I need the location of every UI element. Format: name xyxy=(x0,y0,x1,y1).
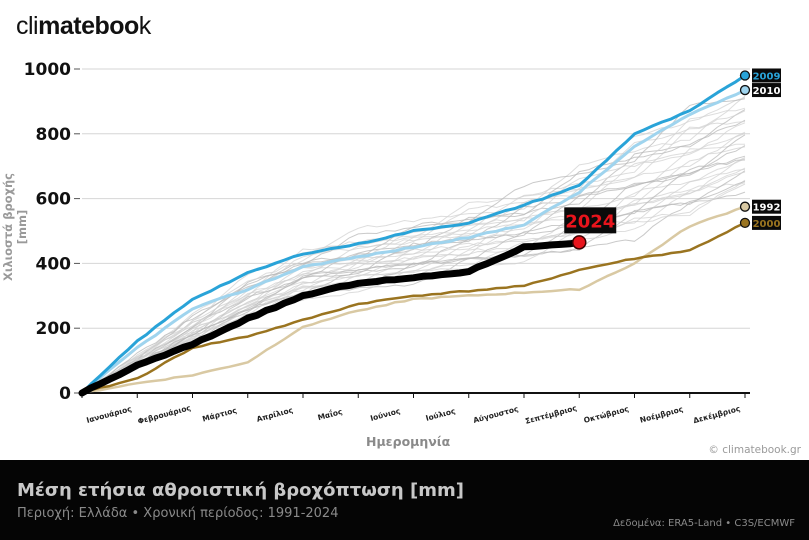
end-marker-2010 xyxy=(739,84,751,96)
data-source: Δεδομένα: ERA5-Land • C3S/ECMWF xyxy=(613,518,795,529)
y-tick-label: 200 xyxy=(36,319,72,339)
y-tick-label: 1000 xyxy=(24,60,71,80)
x-tick-label: Σεπτέμβριος xyxy=(524,403,577,425)
x-tick-label: Απρίλιος xyxy=(256,405,294,423)
chart-title: Μέση ετήσια αθροιστική βροχόπτωση [mm] xyxy=(17,480,464,501)
series-line-2010 xyxy=(80,88,747,395)
footer-banner: Μέση ετήσια αθροιστική βροχόπτωση [mm] Π… xyxy=(0,460,809,540)
x-tick-label: Φεβρουάριος xyxy=(137,403,192,426)
background-years xyxy=(81,95,746,394)
series-line-2009 xyxy=(80,74,747,395)
cumulative-rainfall-chart: 0 200 400 600 800 1000 Ιανουάριος Φεβρουάριος Μά… xyxy=(24,60,781,426)
y-tick-label: 400 xyxy=(36,254,72,274)
x-tick-label: Ιούλιος xyxy=(425,406,457,423)
chart-subtitle: Περιοχή: Ελλάδα • Χρονική περίοδος: 1991… xyxy=(17,506,339,521)
x-tick-label: Μαΐος xyxy=(317,407,344,422)
x-tick-label: Ιανουάριος xyxy=(85,404,132,425)
x-tick-label: Ιούνιος xyxy=(369,406,401,423)
end-label-2000: 2000 xyxy=(753,219,781,230)
series-line-1992 xyxy=(80,205,747,395)
x-tick-label: Μάρτιος xyxy=(201,406,237,424)
end-label-1992: 1992 xyxy=(753,203,781,214)
annotation-2024: 2024 xyxy=(565,211,615,232)
y-tick-label: 800 xyxy=(36,125,72,145)
series-line-2024 xyxy=(78,238,583,397)
copyright-credit: © climatebook.gr xyxy=(708,444,801,456)
x-tick-label: Νοέμβριος xyxy=(639,404,684,424)
end-marker-1992 xyxy=(739,201,751,212)
x-tick-label: Οκτώβριος xyxy=(583,404,630,425)
y-tick-label: 0 xyxy=(59,384,71,404)
x-axis-label: Ημερομηνία xyxy=(366,434,451,449)
x-tick-label: Δεκέμβριος xyxy=(692,404,741,425)
climatebook-logo: climatebook xyxy=(16,12,151,40)
y-tick-label: 600 xyxy=(36,190,72,210)
marker-2024 xyxy=(572,235,587,250)
x-tick-label: Αύγουστος xyxy=(472,404,519,425)
end-label-2010: 2010 xyxy=(753,86,781,97)
end-label-2009: 2009 xyxy=(753,71,781,82)
end-marker-2009 xyxy=(739,70,751,81)
end-marker-2000 xyxy=(739,217,751,229)
y-axis-label: Χιλιοστά βροχής [mm] xyxy=(1,173,29,281)
